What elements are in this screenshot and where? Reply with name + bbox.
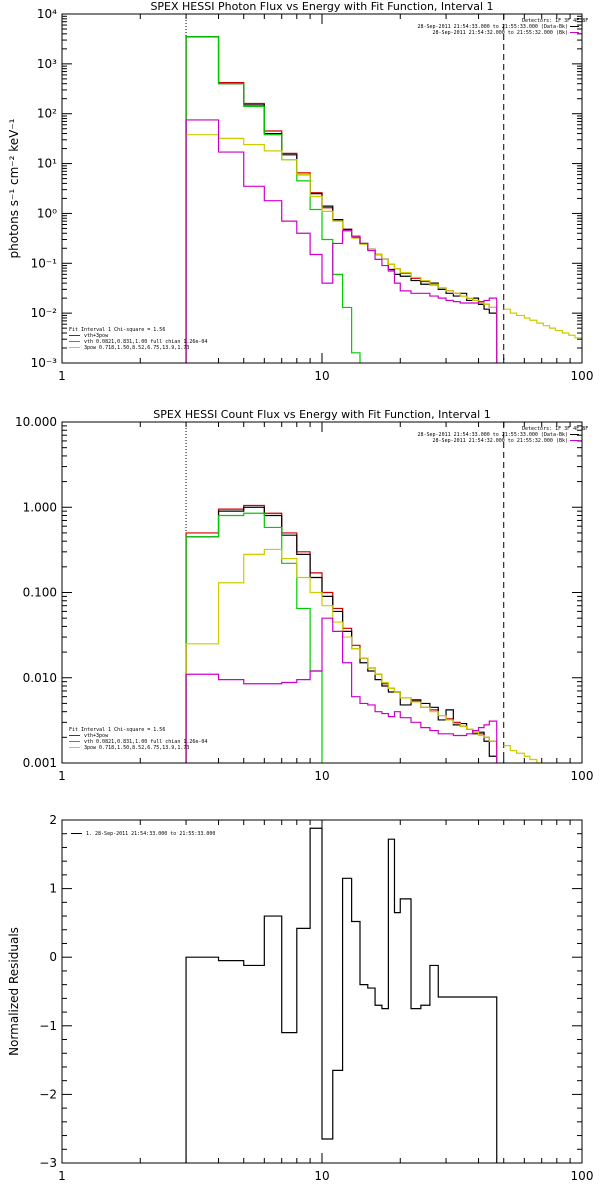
y-tick-label: 10⁻¹ <box>31 256 58 270</box>
x-tick-label: 10 <box>314 769 329 783</box>
y-tick-label: 10⁴ <box>37 7 57 21</box>
legend-entry: vth+3pow <box>84 333 109 339</box>
legend-entry: 28-Sep-2011 21:54:33.000 to 21:55:33.000… <box>417 24 568 30</box>
y-tick-label: −1 <box>39 1019 57 1033</box>
series-line-vth+3pow <box>185 504 498 763</box>
legend-entry: Fit Interval 1 Chi-square = 1.56 <box>69 727 165 733</box>
x-tick-label: 10 <box>314 369 329 383</box>
series-line-series-2 <box>185 506 498 763</box>
series-line-3pow <box>185 548 498 763</box>
y-tick-label: 0.010 <box>23 671 57 685</box>
legend-entry: vth 0.0821,0.831,1.00 full chian 1.26e-0… <box>84 739 207 745</box>
legend-entry: vth+3pow <box>84 733 109 739</box>
legend-entry: vth 0.0821,0.831,1.00 full chian 1.26e-0… <box>84 339 207 345</box>
plot-frame <box>61 13 583 364</box>
x-tick-label: 1 <box>58 369 66 383</box>
series-line-3pow <box>185 134 498 363</box>
y-axis-label: Normalized Residuals <box>7 927 21 1056</box>
chart-2: SPEX HESSI Count Flux vs Energy with Fit… <box>15 408 594 783</box>
y-tick-label: 2 <box>49 813 57 827</box>
legend-entry: 3pow 0.718,1.50,8.52,6.75,13.9,1.73 <box>84 745 189 751</box>
legend-left: 1. 28-Sep-2011 21:54:33.000 to 21:55:33.… <box>71 831 215 837</box>
series-line-vth+3pow <box>185 36 498 363</box>
y-tick-label: −3 <box>39 1156 57 1170</box>
y-tick-label: 10⁻³ <box>31 356 58 370</box>
y-tick-label: 1 <box>49 882 57 896</box>
y-axis-ticks: 0.001 0.010 0.100 1.000 10.000 <box>15 415 582 770</box>
x-tick-label: 100 <box>571 1169 594 1183</box>
plot-frame <box>61 819 583 1164</box>
y-tick-label: 10¹ <box>37 157 57 171</box>
y-tick-label: −2 <box>39 1087 57 1101</box>
legend-detectors: Detectors: 1F 3F 4F 8F <box>522 18 588 24</box>
y-axis-ticks: −3 −2 −1 0 1 2 <box>39 813 582 1170</box>
y-tick-label: 0.100 <box>23 586 57 600</box>
chart-3: Normalized Residuals 1 10 100 −3 −2 −1 0 1 2 1. 28… <box>7 813 593 1183</box>
x-tick-label: 100 <box>571 369 594 383</box>
y-tick-label: 10³ <box>37 57 57 71</box>
series-line-3pow-tail <box>503 308 582 339</box>
legend-entry: 28-Sep-2011 21:54:32.000 to 21:55:32.000… <box>433 30 568 36</box>
legend-left: Fit Interval 1 Chi-square = 1.56vth+3pow… <box>69 327 207 351</box>
x-axis-ticks: 1 10 100 <box>58 820 593 1183</box>
y-tick-label: 0.001 <box>23 756 57 770</box>
x-axis-ticks: 1 10 100 <box>58 14 593 383</box>
x-tick-label: 100 <box>571 769 594 783</box>
y-tick-label: 1.000 <box>23 500 57 514</box>
legend-left: Fit Interval 1 Chi-square = 1.56vth+3pow… <box>69 727 207 751</box>
y-axis-label: photons s⁻¹ cm⁻² keV⁻¹ <box>7 118 21 258</box>
legend-entry: 28-Sep-2011 21:54:32.000 to 21:55:32.000… <box>433 438 568 444</box>
series-line-vth <box>185 36 361 363</box>
y-tick-label: 10⁻² <box>31 306 58 320</box>
plot-area <box>185 14 582 363</box>
series-line-1. 28-Sep-2011 21:54:33.000 to 21:55:33.000 <box>185 827 498 1163</box>
x-tick-label: 10 <box>314 1169 329 1183</box>
chart-1: SPEX HESSI Photon Flux vs Energy with Fi… <box>7 0 593 383</box>
series-line-series-2 <box>185 36 498 363</box>
chart-title: SPEX HESSI Count Flux vs Energy with Fit… <box>153 408 490 421</box>
series-line-vth <box>185 512 323 763</box>
series-line-series-5 <box>185 617 498 763</box>
legend-detectors: Detectors: 1F 3F 4F 8F <box>522 426 588 432</box>
y-axis-ticks: 10⁻³ 10⁻² 10⁻¹ 10⁰ 10¹ 10² 10³ 10⁴ <box>31 7 582 370</box>
legend-entry: Fit Interval 1 Chi-square = 1.56 <box>69 327 165 333</box>
x-tick-label: 1 <box>58 1169 66 1183</box>
plot-area <box>185 827 498 1163</box>
legend-entry: 28-Sep-2011 21:54:33.000 to 21:55:33.000… <box>417 432 568 438</box>
y-tick-label: 10.000 <box>15 415 57 429</box>
legend-entry: 1. 28-Sep-2011 21:54:33.000 to 21:55:33.… <box>86 831 215 837</box>
series-line-3pow-tail <box>503 744 544 763</box>
plot-frame <box>61 421 583 764</box>
y-tick-label: 10² <box>37 107 57 121</box>
legend-entry: 3pow 0.718,1.50,8.52,6.75,13.9,1.73 <box>84 345 189 351</box>
y-tick-label: 10⁰ <box>37 206 57 220</box>
plot-area <box>185 422 544 763</box>
chart-title: SPEX HESSI Photon Flux vs Energy with Fi… <box>150 0 493 13</box>
series-line-series-5 <box>185 119 498 363</box>
x-tick-label: 1 <box>58 769 66 783</box>
y-tick-label: 0 <box>49 950 57 964</box>
